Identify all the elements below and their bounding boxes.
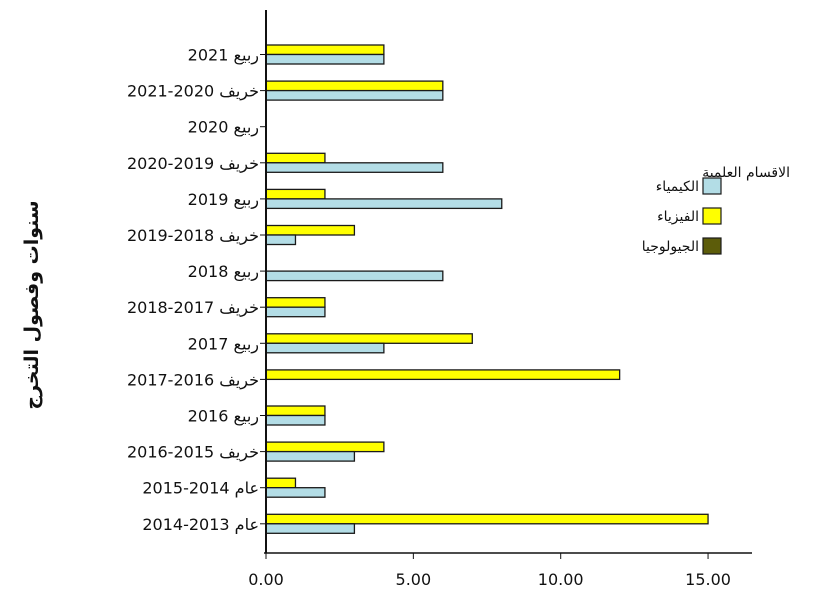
bar-physics-12 (265, 477, 297, 489)
bar-chemistry-10 (265, 414, 326, 426)
bar-chemistry-0 (265, 53, 385, 65)
bar-physics-3 (265, 152, 326, 164)
y-tick-label: ربيع 2018 (188, 262, 259, 282)
y-tick-label: خريف 2016-2017 (127, 370, 259, 390)
bar-chemistry-1 (265, 89, 444, 101)
legend-label: الجيولوجيا (642, 239, 699, 255)
bar-physics-8 (265, 333, 473, 344)
bar-chemistry-6 (265, 270, 444, 282)
bar-physics-10 (265, 405, 326, 417)
legend: الاقسام العلمية الكيمياء الفيزياء الجيولوج… (642, 165, 790, 255)
y-tick-label: خريف 2019-2020 (127, 154, 259, 174)
legend-swatch (702, 207, 722, 225)
bar-chemistry-7 (265, 306, 326, 318)
legend-title: الاقسام العلمية (702, 165, 790, 181)
bar-chemistry-13 (265, 523, 356, 534)
y-tick-label: ربيع 2021 (188, 46, 259, 66)
bar-chemistry-5 (265, 234, 297, 246)
y-tick-label: ربيع 2016 (188, 407, 259, 427)
bar-physics-9 (265, 369, 621, 381)
legend-swatch (702, 237, 722, 255)
legend-label: الفيزياء (657, 209, 699, 225)
x-tick-label: 15.00 (685, 570, 731, 589)
y-tick-label: عام 2013-2014 (142, 515, 259, 534)
y-tick-label: ربيع 2017 (188, 334, 259, 354)
y-tick-label: ربيع 2019 (188, 190, 259, 210)
x-tick-label: 10.00 (538, 570, 584, 589)
bar-chemistry-8 (265, 342, 385, 354)
y-tick-label: عام 2014-2015 (142, 479, 259, 498)
bar-physics-11 (265, 441, 385, 453)
bar-chemistry-11 (265, 450, 356, 462)
x-tick-label: 0.00 (248, 570, 284, 589)
bar-physics-5 (265, 224, 356, 236)
legend-swatch (702, 177, 722, 195)
bar-physics-1 (265, 80, 444, 92)
bar-chemistry-4 (265, 198, 503, 210)
plot-area: ربيع 2021 خريف 2020-2021 ربيع 2020 خريف 201… (127, 10, 752, 589)
y-tick-label: خريف 2020-2021 (127, 82, 259, 102)
bar-physics-13 (265, 513, 709, 525)
bar-physics-7 (265, 297, 326, 308)
y-tick-label: خريف 2017-2018 (127, 298, 259, 318)
bar-physics-4 (265, 188, 326, 200)
y-tick-label: خريف 2018-2019 (127, 226, 259, 246)
x-tick-label: 5.00 (396, 570, 432, 589)
bar-physics-0 (265, 44, 385, 56)
y-axis-label: سنوات وفصول التخرج (21, 200, 43, 409)
bar-chemistry-12 (265, 487, 326, 498)
bar-chemistry-3 (265, 162, 444, 173)
legend-label: الكيمياء (656, 179, 699, 195)
y-tick-label: خريف 2015-2016 (127, 443, 259, 463)
y-tick-label: ربيع 2020 (188, 118, 259, 138)
